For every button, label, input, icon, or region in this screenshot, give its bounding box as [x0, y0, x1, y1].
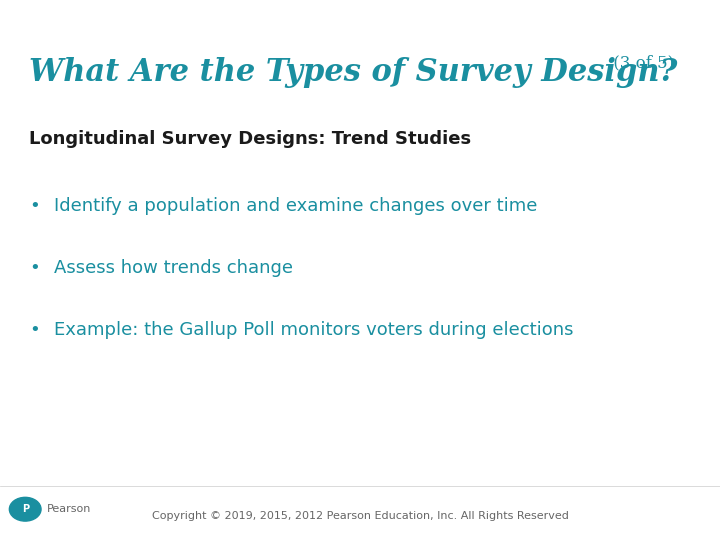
Text: Copyright © 2019, 2015, 2012 Pearson Education, Inc. All Rights Reserved: Copyright © 2019, 2015, 2012 Pearson Edu…	[152, 511, 568, 521]
Text: P: P	[22, 504, 29, 514]
Text: •: •	[29, 321, 40, 339]
Text: What Are the Types of Survey Design?: What Are the Types of Survey Design?	[29, 57, 678, 87]
Text: Pearson: Pearson	[47, 504, 91, 514]
Circle shape	[9, 497, 41, 521]
Text: (3 of 5): (3 of 5)	[608, 54, 675, 71]
Text: •: •	[29, 197, 40, 215]
Text: Longitudinal Survey Designs: Trend Studies: Longitudinal Survey Designs: Trend Studi…	[29, 130, 471, 147]
Text: •: •	[29, 259, 40, 277]
Text: Identify a population and examine changes over time: Identify a population and examine change…	[54, 197, 537, 215]
Text: Example: the Gallup Poll monitors voters during elections: Example: the Gallup Poll monitors voters…	[54, 321, 574, 339]
Text: Assess how trends change: Assess how trends change	[54, 259, 293, 277]
